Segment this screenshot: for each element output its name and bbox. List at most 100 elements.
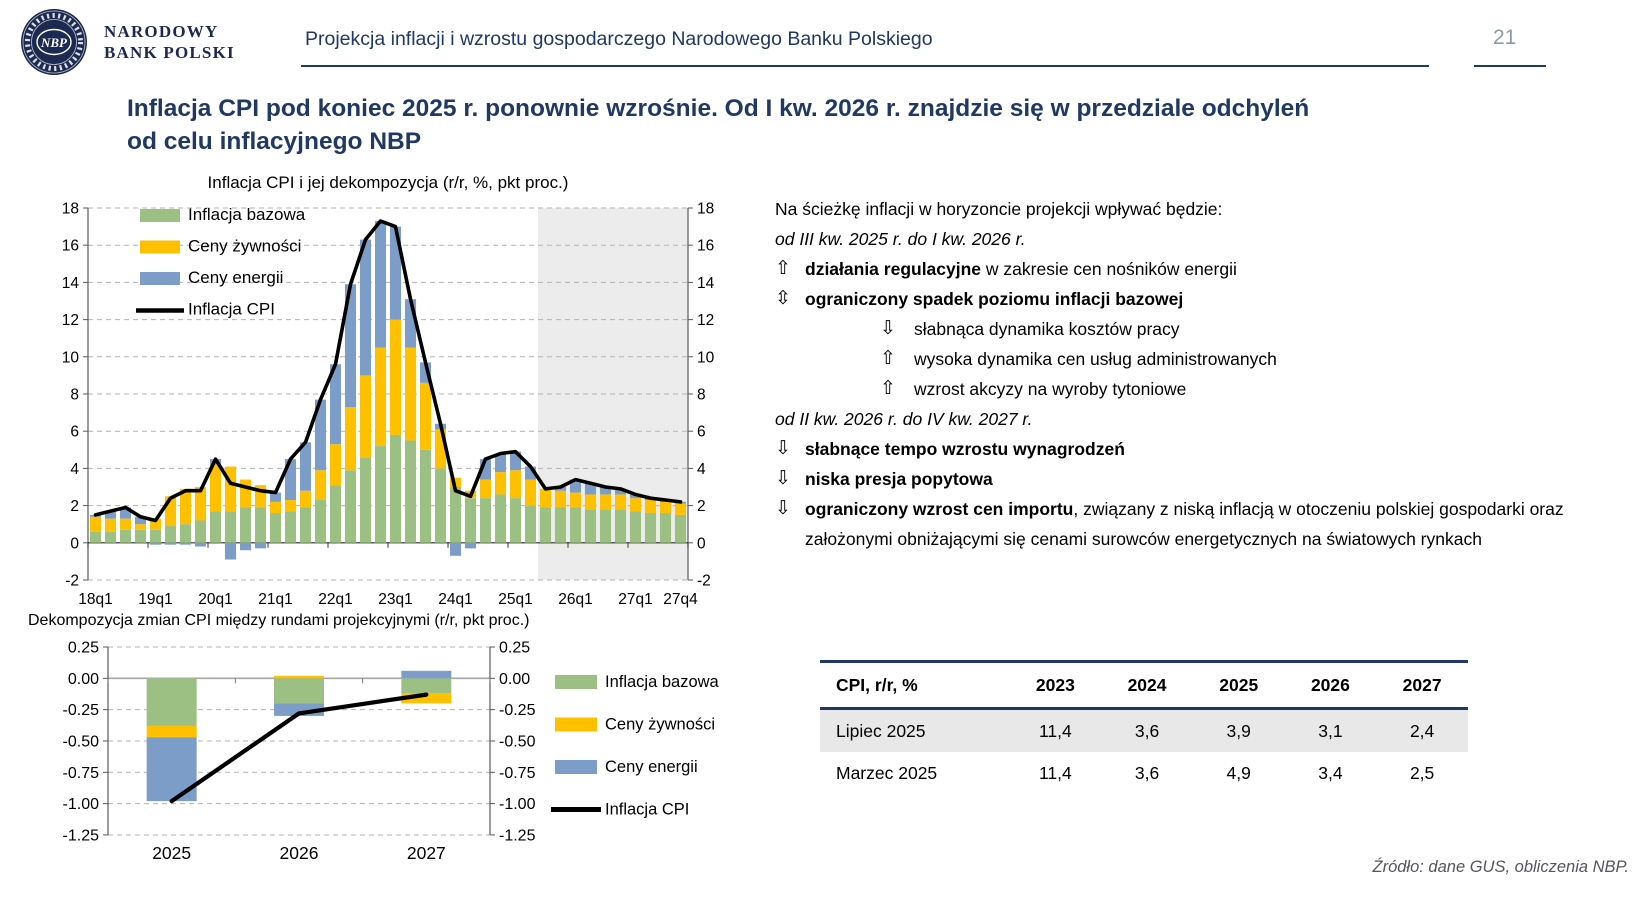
y-axis-label-left: 18 — [62, 201, 79, 218]
table-year-header: 2024 — [1101, 661, 1193, 710]
bar-segment-energy — [509, 451, 522, 471]
commentary-intro: Na ścieżkę inflacji w horyzoncie projekc… — [775, 199, 1223, 219]
bullet-item: ⇩ niska presja popytowa — [775, 464, 1570, 494]
bar-segment-core — [239, 507, 252, 543]
bar-segment-food — [629, 498, 642, 512]
logo-badge-text: NBP — [40, 35, 68, 50]
bar-segment-core — [89, 531, 102, 543]
bar-segment-food — [419, 382, 432, 450]
bar-segment-food — [179, 488, 192, 525]
arrow-down-icon: ⇩ — [775, 468, 791, 489]
bar-segment-food — [239, 479, 252, 508]
bar-segment-core — [614, 509, 627, 543]
bar-segment-energy — [299, 442, 312, 491]
x-axis-label: 24q1 — [438, 591, 472, 608]
y-axis-label-right: -0.50 — [499, 733, 536, 750]
bar-segment-core — [599, 509, 612, 543]
bar-segment-energy — [119, 507, 132, 519]
y-axis-label-left: -2 — [65, 573, 79, 590]
arrow-down-icon: ⇩ — [880, 318, 896, 339]
legend-label: Ceny żywności — [188, 237, 301, 256]
bar-segment-core — [554, 507, 567, 543]
bar-segment-energy — [179, 542, 192, 545]
bar-segment-energy — [479, 459, 492, 480]
bar-segment-food — [274, 675, 324, 679]
bar-segment-core — [254, 507, 267, 543]
nbp-logo-icon: NBP — [21, 9, 87, 75]
bar-segment-energy — [284, 459, 297, 501]
bar-segment-core — [164, 526, 177, 543]
legend-swatch — [555, 675, 597, 689]
table-cell: 3,6 — [1134, 762, 1160, 783]
bar-segment-food — [434, 429, 447, 469]
bar-segment-food — [554, 490, 567, 508]
arrow-up-icon: ⇧ — [880, 348, 896, 369]
x-axis-label: 27q1 — [618, 591, 652, 608]
bar-segment-core — [389, 434, 402, 543]
y-axis-label-right: 4 — [697, 461, 706, 478]
bar-segment-energy — [389, 226, 402, 320]
bar-segment-food — [146, 725, 197, 738]
bullet-text: wzrost akcyzy na wyroby tytoniowe — [914, 379, 1187, 399]
bar-segment-core — [146, 678, 197, 726]
bar-segment-energy — [494, 453, 507, 473]
bar-segment-food — [149, 518, 162, 530]
bullet-text: wysoka dynamika cen usług administrowany… — [914, 349, 1277, 369]
cpi-revision-chart: 0.25 0.25 0.00 0.00 -0.25 -0.25 -0.50 -0.50 -0.7… — [28, 612, 720, 863]
bullet-text: ograniczony wzrost cen importu, związany… — [805, 499, 1564, 549]
legend-swatch — [140, 272, 180, 285]
y-axis-label-right: 6 — [697, 424, 706, 441]
bar-segment-core — [119, 529, 132, 543]
bar-segment-food — [224, 466, 237, 512]
y-axis-label-right: 16 — [697, 238, 714, 255]
table-year-header: 2025 — [1192, 661, 1285, 710]
nbp-logo: NBP NARODOWY BANK POLSKI — [18, 6, 235, 78]
bullet-text: słabnące tempo wzrostu wynagrodzeń — [805, 434, 1570, 464]
legend-label: Ceny energii — [605, 758, 698, 776]
y-axis-label-left: 4 — [70, 461, 79, 478]
y-axis-label-left: 0.00 — [68, 671, 99, 688]
page-number: 21 — [1493, 26, 1517, 49]
bullet-item: ⇩ ograniczony wzrost cen importu, związan… — [775, 494, 1570, 554]
bar-segment-energy — [449, 542, 462, 556]
bar-segment-core — [449, 487, 462, 543]
y-axis-label-left: 2 — [70, 498, 79, 515]
legend-swatch — [555, 760, 597, 774]
cpi-line — [169, 692, 429, 804]
header-title: Projekcja inflacji i wzrostu gospodarcze… — [305, 28, 933, 50]
bar-segment-core — [194, 520, 207, 543]
table-cell: 11,4 — [1038, 762, 1072, 783]
bar-segment-core — [374, 446, 387, 543]
table-cell: 11,4 — [1038, 720, 1072, 741]
y-axis-label-left: -1.00 — [63, 796, 100, 813]
sub-bullet-list: ⇩ słabnąca dynamika kosztów pracy ⇧ wysoka … — [775, 314, 1570, 404]
bar-segment-food — [194, 487, 207, 521]
bullet-list-1: ⇧ działania regulacyjne w zakresie cen no… — [775, 254, 1570, 314]
bullet-text-bold: ograniczony spadek poziomu inflacji bazo… — [805, 289, 1184, 309]
y-axis-label-left: -1.25 — [63, 827, 100, 844]
bar-segment-core — [359, 457, 372, 543]
sub-bullet-item: ⇧ wzrost akcyzy na wyroby tytoniowe — [775, 374, 1570, 404]
bar-segment-food — [584, 494, 597, 510]
chart-title: Dekompozycja zmian CPI między rundami pr… — [28, 612, 529, 629]
bar-segment-energy — [134, 516, 147, 525]
y-axis-label-left: 0.25 — [68, 640, 99, 657]
arrow-down-icon: ⇩ — [775, 498, 791, 519]
x-axis-label: 26q1 — [558, 591, 592, 608]
bullet-text-bold: słabnące tempo wzrostu wynagrodzeń — [805, 439, 1125, 459]
bar-segment-food — [401, 693, 452, 704]
commentary-panel: Na ścieżkę inflacji w horyzoncie projekc… — [775, 194, 1570, 554]
bullet-item: ⇳ ograniczony spadek poziomu inflacji baz… — [775, 284, 1570, 314]
slide-title-line1: Inflacja CPI pod koniec 2025 r. ponownie… — [127, 95, 1310, 122]
y-axis-label-left: 8 — [70, 387, 79, 404]
table-row: Marzec 2025 11,4 3,6 4,9 3,4 2,5 — [820, 752, 1468, 794]
y-axis-label-right: -0.25 — [499, 702, 536, 719]
legend-label: Inflacja bazowa — [605, 673, 720, 691]
x-axis-label: 25q1 — [498, 591, 532, 608]
bar-segment-energy — [194, 542, 207, 547]
bar-segment-energy — [254, 542, 267, 549]
bar-segment-core — [509, 498, 522, 543]
bar-segment-food — [104, 518, 117, 532]
bar-segment-core — [401, 678, 452, 694]
x-axis-label: 19q1 — [138, 591, 172, 608]
